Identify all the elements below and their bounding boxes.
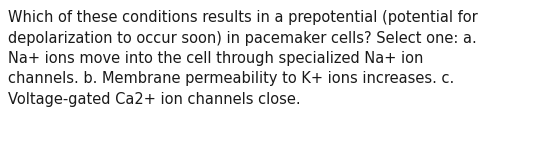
Text: Which of these conditions results in a prepotential (potential for
depolarizatio: Which of these conditions results in a p… — [8, 10, 478, 107]
